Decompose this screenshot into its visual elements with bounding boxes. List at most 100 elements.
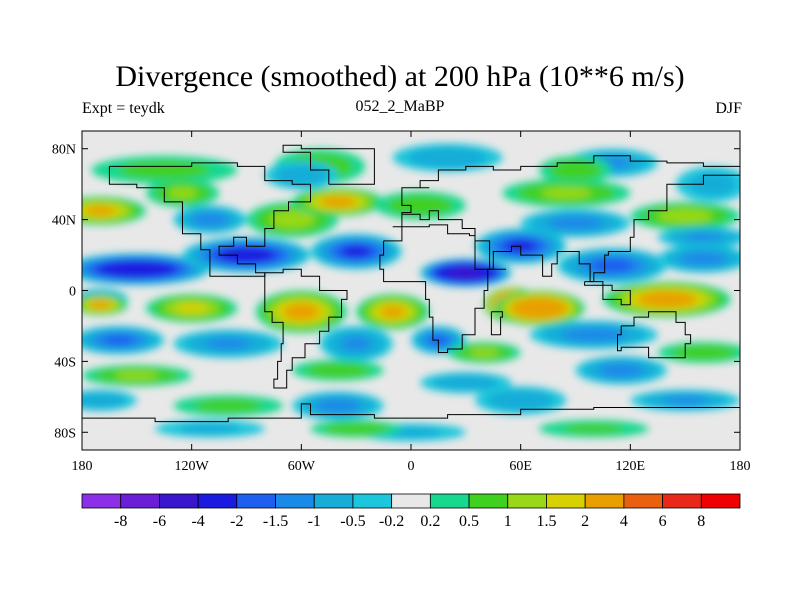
run-label: 052_2_MaBP: [355, 98, 445, 115]
colorbar-swatch: [546, 493, 586, 509]
y-tick-label: 40N: [52, 214, 76, 229]
field-contour: [561, 327, 626, 342]
field-contour: [193, 399, 263, 413]
field-contour: [487, 390, 554, 411]
field-contour: [663, 396, 708, 405]
field-contour: [341, 245, 372, 258]
colorbar-swatch: [429, 493, 470, 509]
field-contour: [118, 161, 210, 179]
field-contour: [320, 196, 356, 208]
field-contour: [408, 147, 487, 168]
colorbar-swatch: [159, 493, 199, 509]
y-tick-label: 0: [69, 285, 76, 300]
field-contour: [670, 344, 737, 361]
coastline: [490, 311, 503, 336]
coastline: [82, 403, 740, 450]
field-contour: [432, 375, 499, 391]
field-contour: [167, 187, 198, 199]
x-tick-label: 180: [72, 459, 93, 474]
field-contour: [469, 348, 499, 357]
colorbar-label: 0.2: [420, 513, 440, 530]
colorbar-label: 1.5: [536, 513, 556, 530]
colorbar-swatch: [662, 493, 702, 509]
field-contour: [380, 306, 405, 318]
colorbar-label: 1: [504, 513, 512, 530]
x-tick-label: 60W: [288, 459, 316, 474]
colorbar-swatch: [700, 493, 741, 509]
y-tick-label: 40S: [54, 355, 76, 370]
field-contour: [540, 187, 592, 199]
colorbar-swatch: [120, 493, 160, 509]
colorbar-swatch: [275, 493, 315, 509]
colorbar-label: 6: [659, 513, 667, 530]
colorbar-label: -0.5: [340, 513, 365, 530]
colorbar-label: 0.5: [459, 513, 479, 530]
colorbar-swatch: [313, 493, 354, 509]
colorbar-label: -1.5: [263, 513, 288, 530]
x-tick-label: 0: [408, 459, 415, 474]
field-contour: [283, 303, 319, 320]
colorbar-swatch: [81, 493, 122, 509]
field-contour: [510, 297, 568, 320]
field-contour: [102, 335, 135, 346]
x-tick-label: 60E: [509, 459, 532, 474]
field-contour: [96, 260, 178, 279]
field-contour: [175, 303, 208, 314]
field-contour: [598, 363, 645, 378]
season-label: DJF: [715, 100, 742, 117]
colorbar-label: -0.2: [379, 513, 404, 530]
field-contour: [563, 423, 624, 434]
field-contour: [89, 300, 111, 309]
field-contour: [548, 216, 603, 231]
y-tick-label: 80N: [52, 143, 76, 158]
field-contour: [179, 423, 241, 434]
field-contour: [114, 371, 159, 380]
colorbar-swatch: [352, 493, 393, 509]
coastline: [108, 162, 311, 277]
colorbar-label: -2: [230, 513, 243, 530]
coastline: [584, 281, 631, 306]
field-contour: [315, 398, 361, 413]
colorbar-label: 4: [620, 513, 628, 530]
colorbar-swatch: [236, 493, 276, 509]
field-contour: [82, 392, 127, 409]
field-contour: [549, 159, 602, 181]
colorbar-swatch: [507, 493, 547, 509]
field-contour: [269, 210, 316, 229]
colorbar-swatch: [197, 493, 238, 509]
field-contour: [680, 251, 727, 266]
coastline: [617, 311, 692, 359]
field-contour: [657, 208, 713, 224]
field-contour: [590, 258, 634, 273]
colorbar-label: -6: [153, 513, 166, 530]
colorbar-swatch: [623, 493, 663, 509]
colorbar-label: -8: [114, 513, 127, 530]
colorbar-label: -4: [191, 513, 204, 530]
y-tick-label: 80S: [54, 426, 76, 441]
field-contour: [449, 267, 483, 278]
x-tick-label: 120E: [616, 459, 646, 474]
coastline: [264, 268, 348, 389]
colorbar-label: 2: [581, 513, 589, 530]
field-contour: [191, 212, 229, 227]
colorbar-swatch: [468, 493, 509, 509]
field-contour: [341, 336, 371, 351]
field-contour: [637, 291, 697, 308]
colorbar-swatch: [584, 493, 625, 509]
field-contour: [685, 233, 722, 242]
field-contour: [689, 173, 736, 196]
field-contour: [275, 165, 328, 186]
colorbar-swatch: [391, 493, 431, 509]
colorbar-label: -1: [308, 513, 321, 530]
coastline: [282, 144, 375, 185]
field-contour: [206, 337, 251, 350]
colorbar-label: 8: [697, 513, 705, 530]
field-contour: [85, 206, 116, 216]
field-contour: [387, 195, 453, 216]
x-tick-label: 120W: [175, 459, 210, 474]
coastline: [379, 224, 506, 353]
field-contour: [323, 422, 390, 436]
field-contour: [305, 362, 371, 378]
